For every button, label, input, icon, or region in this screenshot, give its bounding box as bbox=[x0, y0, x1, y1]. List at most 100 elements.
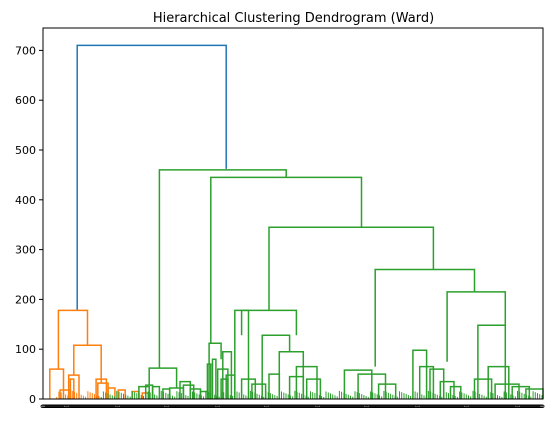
dendrogram-link-37 bbox=[261, 334, 291, 399]
leaf-label: 0 bbox=[424, 404, 432, 408]
leaf-label: 0 bbox=[208, 404, 216, 408]
leaf-label: 0 bbox=[536, 404, 544, 408]
leaf-label: 0 bbox=[89, 404, 97, 408]
leaf-label: 0 bbox=[286, 404, 294, 408]
leaf-label: 0 bbox=[184, 404, 192, 408]
leaf-label: 0 bbox=[283, 404, 291, 408]
leaf-label: 0 bbox=[445, 404, 453, 408]
leaf-label: 0 bbox=[366, 404, 374, 408]
leaf-label: 0 bbox=[216, 404, 224, 408]
leaf-label: 0 bbox=[452, 404, 460, 408]
leaf-label: 0 bbox=[328, 404, 336, 408]
leaf-label: 0 bbox=[394, 404, 402, 408]
leaf-label: 0 bbox=[485, 404, 493, 408]
leaf-label: 0 bbox=[54, 404, 62, 408]
dendrogram-link-56 bbox=[494, 383, 520, 399]
leaf-label: 0 bbox=[473, 404, 481, 408]
leaf-label: 0 bbox=[436, 404, 444, 408]
dendrogram-link-49 bbox=[418, 365, 435, 399]
dendrogram-link-48 bbox=[412, 349, 428, 399]
leaf-label: 0 bbox=[469, 404, 477, 408]
y-tick-label: 600 bbox=[15, 94, 36, 107]
leaf-label: 0 bbox=[284, 404, 292, 408]
leaf-label: 0 bbox=[56, 404, 64, 408]
leaf-label: 0 bbox=[417, 404, 425, 408]
leaf-label: 0 bbox=[137, 404, 145, 408]
leaf-label: 0 bbox=[335, 404, 343, 408]
leaf-label: 0 bbox=[512, 404, 520, 408]
leaf-label: 0 bbox=[98, 404, 106, 408]
leaf-label: 0 bbox=[443, 404, 451, 408]
leaf-label: 0 bbox=[155, 404, 163, 408]
leaf-label: 0 bbox=[150, 404, 158, 408]
leaf-label: 0 bbox=[276, 404, 284, 408]
leaf-label: 0 bbox=[224, 404, 232, 408]
leaf-label: 0 bbox=[386, 404, 394, 408]
leaf-label: 0 bbox=[128, 404, 136, 408]
leaf-label: 0 bbox=[342, 404, 350, 408]
leaf-label: 0 bbox=[238, 404, 246, 408]
leaf-label: 0 bbox=[416, 404, 424, 408]
leaf-label: 0 bbox=[106, 404, 114, 408]
leaf-label: 0 bbox=[110, 404, 118, 408]
leaf-label: 0 bbox=[177, 404, 185, 408]
leaf-label: 0 bbox=[145, 404, 153, 408]
dendrogram-link-47 bbox=[446, 291, 507, 362]
leaf-label: 0 bbox=[453, 404, 461, 408]
leaf-label: 0 bbox=[160, 404, 168, 408]
leaf-label: 0 bbox=[87, 404, 95, 408]
leaf-label: 0 bbox=[156, 404, 164, 408]
leaf-label: 0 bbox=[242, 404, 250, 408]
leaf-label: 0 bbox=[302, 404, 310, 408]
leaf-label: 0 bbox=[321, 404, 329, 408]
leaf-label: 0 bbox=[395, 404, 403, 408]
leaf-label: 0 bbox=[49, 404, 57, 408]
leaf-label: 0 bbox=[331, 404, 339, 408]
leaf-label: 0 bbox=[293, 404, 301, 408]
leaf-label: 0 bbox=[269, 404, 277, 408]
dendrogram-link-0 bbox=[76, 44, 227, 311]
leaf-label: 0 bbox=[171, 404, 179, 408]
dendrogram-link-34 bbox=[234, 309, 250, 399]
leaf-label: 0 bbox=[99, 404, 107, 408]
leaf-label: 0 bbox=[456, 404, 464, 408]
leaf-label: 0 bbox=[50, 404, 58, 408]
leaf-label: 0 bbox=[71, 404, 79, 408]
leaf-label: 0 bbox=[193, 404, 201, 408]
leaf-label: 0 bbox=[125, 404, 133, 408]
leaf-label: 0 bbox=[134, 404, 142, 408]
dendrogram-link-35 bbox=[240, 378, 257, 399]
leaf-label: 0 bbox=[528, 404, 536, 408]
leaf-label: 0 bbox=[53, 404, 61, 408]
leaf-label: 0 bbox=[503, 404, 511, 408]
leaf-label: 0 bbox=[112, 404, 120, 408]
leaf-label: 0 bbox=[472, 404, 480, 408]
leaf-label: 0 bbox=[510, 404, 518, 408]
leaf-label: 0 bbox=[267, 404, 275, 408]
leaf-label: 0 bbox=[179, 404, 187, 408]
leaf-label: 0 bbox=[235, 404, 243, 408]
dendrogram-link-39 bbox=[278, 350, 305, 399]
leaf-label: 0 bbox=[260, 404, 268, 408]
leaf-label: 0 bbox=[421, 404, 429, 408]
leaf-label: 0 bbox=[144, 404, 152, 408]
leaf-label: 0 bbox=[93, 404, 101, 408]
dendrogram-link-10 bbox=[117, 389, 126, 399]
leaf-label: 0 bbox=[525, 404, 533, 408]
leaf-label: 0 bbox=[514, 404, 522, 408]
dendrogram-link-24 bbox=[210, 176, 363, 344]
leaf-label: 0 bbox=[334, 404, 342, 408]
leaf-label: 0 bbox=[182, 404, 190, 408]
leaf-label: 0 bbox=[451, 404, 459, 408]
leaf-label: 0 bbox=[298, 404, 306, 408]
leaf-label: 0 bbox=[336, 404, 344, 408]
leaf-label: 0 bbox=[483, 404, 491, 408]
leaf-label: 0 bbox=[478, 404, 486, 408]
leaf-label: 0 bbox=[270, 404, 278, 408]
leaf-label: 0 bbox=[341, 404, 349, 408]
leaf-label: 0 bbox=[232, 404, 240, 408]
y-axis: 0 100 200 300 400 500 600 700 bbox=[15, 44, 43, 406]
leaf-label: 0 bbox=[461, 404, 469, 408]
leaf-label: 0 bbox=[259, 404, 267, 408]
leaf-label: 0 bbox=[385, 404, 393, 408]
